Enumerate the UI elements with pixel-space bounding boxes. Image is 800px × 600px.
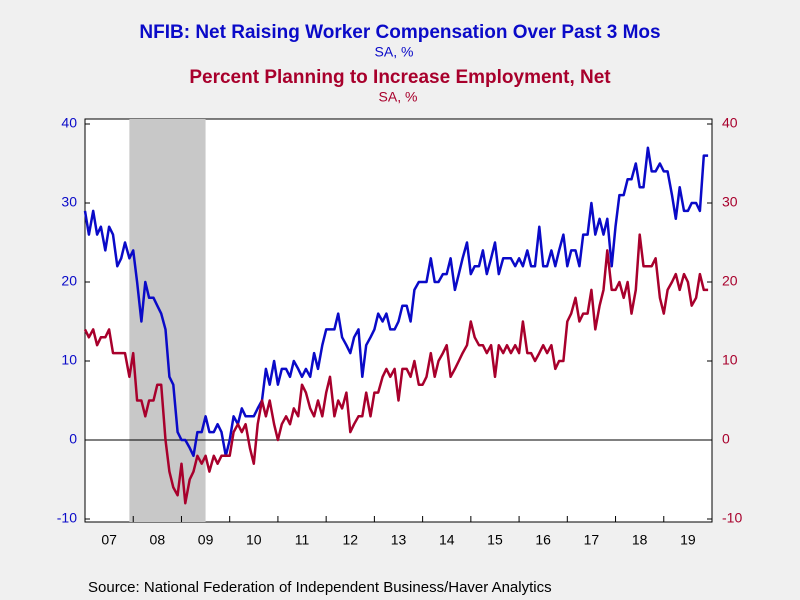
series-line <box>83 233 709 505</box>
y2-tick-label: 20 <box>722 273 738 289</box>
y2-tick-label: 40 <box>722 115 738 131</box>
y-tick-label: 0 <box>69 431 77 447</box>
x-tick-label: 17 <box>584 532 600 548</box>
x-tick-label: 08 <box>150 532 166 548</box>
x-tick-label: 10 <box>246 532 262 548</box>
y2-tick-label: 10 <box>722 352 738 368</box>
chart-subtitle: SA, % <box>375 44 414 60</box>
chart-title: NFIB: Net Raising Worker Compensation Ov… <box>139 22 660 43</box>
x-tick-label: 14 <box>439 532 455 548</box>
series-line <box>83 146 709 458</box>
y2-tick-label: -10 <box>722 510 742 526</box>
y-tick-label: 30 <box>61 194 77 210</box>
y2-tick-label: 0 <box>722 431 730 447</box>
chart-subtitle-2: SA, % <box>379 89 418 105</box>
x-tick-label: 11 <box>295 532 310 548</box>
x-tick-label: 19 <box>680 532 696 548</box>
x-tick-label: 12 <box>342 532 358 548</box>
chart-title-2: Percent Planning to Increase Employment,… <box>189 67 611 88</box>
y-tick-label: 20 <box>61 273 77 289</box>
x-tick-label: 18 <box>632 532 648 548</box>
x-tick-label: 09 <box>198 532 214 548</box>
y2-tick-label: 30 <box>722 194 738 210</box>
x-tick-label: 13 <box>391 532 407 548</box>
source: Source: National Federation of Independe… <box>88 579 552 596</box>
x-tick-label: 16 <box>535 532 551 548</box>
x-tick-label: 15 <box>487 532 503 548</box>
y-tick-label: -10 <box>57 510 77 526</box>
y-tick-label: 10 <box>61 352 77 368</box>
x-tick-label: 07 <box>101 532 117 548</box>
y-tick-label: 40 <box>61 115 77 131</box>
